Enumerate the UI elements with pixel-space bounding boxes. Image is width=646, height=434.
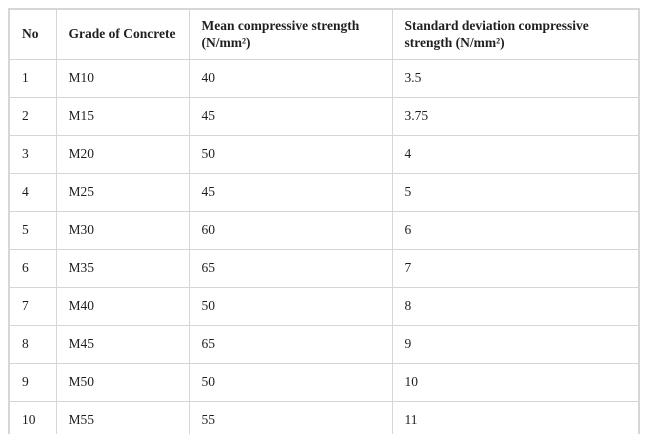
cell-grade: M10: [55, 59, 190, 98]
header-std: Standard deviation compressive strength …: [391, 8, 640, 60]
cell-grade: M45: [55, 325, 190, 364]
table-row: 9 M50 50 10: [8, 363, 640, 402]
cell-no: 7: [8, 287, 57, 326]
cell-grade: M20: [55, 135, 190, 174]
cell-mean: 45: [188, 173, 393, 212]
cell-std: 11: [391, 401, 640, 434]
table-row: 8 M45 65 9: [8, 325, 640, 364]
cell-grade: M15: [55, 97, 190, 136]
header-mean: Mean compressive strength (N/mm²): [188, 8, 393, 60]
cell-std: 8: [391, 287, 640, 326]
cell-no: 9: [8, 363, 57, 402]
cell-mean: 50: [188, 363, 393, 402]
cell-no: 4: [8, 173, 57, 212]
cell-grade: M50: [55, 363, 190, 402]
cell-mean: 45: [188, 97, 393, 136]
table-row: 7 M40 50 8: [8, 287, 640, 326]
cell-std: 7: [391, 249, 640, 288]
cell-no: 6: [8, 249, 57, 288]
table-body: 1 M10 40 3.5 2 M15 45 3.75 3 M20 50 4 4 …: [8, 59, 640, 434]
cell-mean: 65: [188, 249, 393, 288]
cell-mean: 40: [188, 59, 393, 98]
cell-mean: 55: [188, 401, 393, 434]
cell-grade: M40: [55, 287, 190, 326]
cell-std: 4: [391, 135, 640, 174]
table-row: 2 M15 45 3.75: [8, 97, 640, 136]
cell-mean: 50: [188, 135, 393, 174]
cell-std: 6: [391, 211, 640, 250]
cell-std: 5: [391, 173, 640, 212]
cell-grade: M25: [55, 173, 190, 212]
cell-no: 10: [8, 401, 57, 434]
cell-no: 8: [8, 325, 57, 364]
cell-no: 1: [8, 59, 57, 98]
cell-mean: 65: [188, 325, 393, 364]
table-row: 5 M30 60 6: [8, 211, 640, 250]
cell-std: 3.5: [391, 59, 640, 98]
cell-no: 2: [8, 97, 57, 136]
cell-no: 5: [8, 211, 57, 250]
cell-std: 9: [391, 325, 640, 364]
table-row: 3 M20 50 4: [8, 135, 640, 174]
cell-grade: M30: [55, 211, 190, 250]
cell-std: 3.75: [391, 97, 640, 136]
header-row: No Grade of Concrete Mean compressive st…: [8, 8, 640, 60]
cell-grade: M55: [55, 401, 190, 434]
concrete-strength-table: No Grade of Concrete Mean compressive st…: [8, 8, 640, 434]
table-row: 4 M25 45 5: [8, 173, 640, 212]
table-row: 10 M55 55 11: [8, 401, 640, 434]
header-no: No: [8, 8, 57, 60]
cell-grade: M35: [55, 249, 190, 288]
cell-mean: 50: [188, 287, 393, 326]
cell-no: 3: [8, 135, 57, 174]
table-row: 6 M35 65 7: [8, 249, 640, 288]
table-row: 1 M10 40 3.5: [8, 59, 640, 98]
cell-mean: 60: [188, 211, 393, 250]
header-grade: Grade of Concrete: [55, 8, 190, 60]
table-header: No Grade of Concrete Mean compressive st…: [8, 8, 640, 60]
cell-std: 10: [391, 363, 640, 402]
